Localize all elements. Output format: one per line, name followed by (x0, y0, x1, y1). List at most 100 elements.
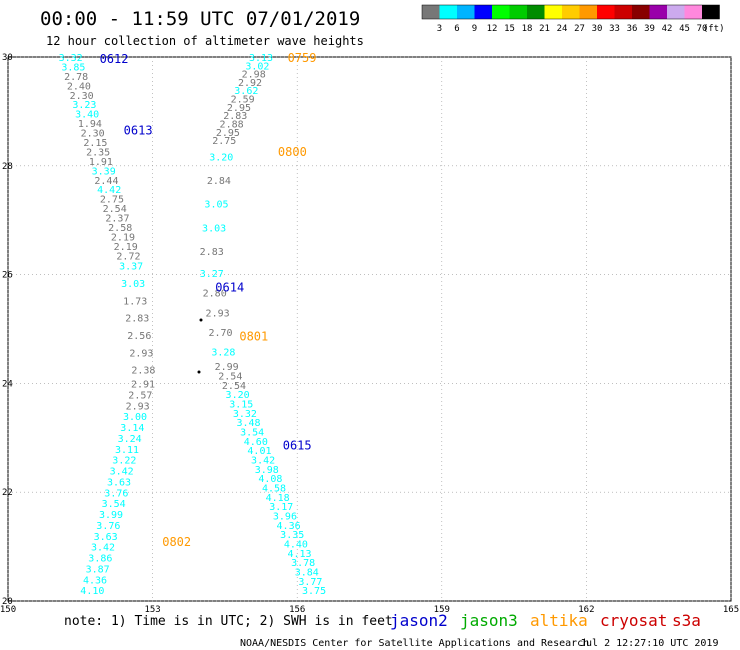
swh-value-label: 2.54 (222, 381, 246, 392)
generated-timestamp: Jul 2 12:27:10 UTC 2019 (580, 638, 718, 649)
legend-item-jason3: jason3 (460, 611, 518, 630)
swh-value-label: 3.84 (295, 567, 319, 578)
pass-time-label: 0759 (288, 51, 317, 65)
swh-value-label: 3.24 (118, 434, 142, 445)
swh-value-label: 2.56 (127, 331, 151, 342)
swh-value-label: 3.15 (229, 400, 253, 411)
color-swatch (439, 5, 457, 19)
color-scale-label: 21 (539, 24, 550, 34)
pass-labels: 0612 0613 0614 0615 0759 0800 0801 0802 (100, 51, 317, 549)
swh-value-label: 3.96 (273, 511, 297, 522)
chart-title: 00:00 - 11:59 UTC 07/01/2019 (40, 8, 360, 30)
y-tick-label: 24 (2, 379, 13, 389)
swh-value-label: 3.17 (269, 502, 293, 513)
swh-value-label: 2.88 (220, 119, 244, 130)
swh-value-label: 3.03 (202, 223, 226, 234)
swh-value-label: 3.87 (86, 564, 110, 575)
swh-value-label: 2.54 (218, 372, 242, 383)
marker-dot (199, 318, 203, 322)
swh-value-label: 4.58 (262, 483, 286, 494)
color-swatch (422, 5, 440, 19)
swh-value-label: 3.54 (102, 499, 126, 510)
swh-value-label: 2.72 (116, 251, 140, 262)
color-scale-label: 6 (454, 24, 459, 34)
swh-value-label: 3.35 (280, 530, 304, 541)
x-tick-label: 159 (434, 605, 450, 615)
grid-lines (7, 56, 732, 602)
swh-value-label: 3.03 (121, 279, 145, 290)
color-scale-label: 33 (609, 24, 620, 34)
swh-value-label: 3.37 (119, 262, 143, 273)
color-swatch (509, 5, 527, 19)
color-swatch (544, 5, 562, 19)
credit-text: NOAA/NESDIS Center for Satellite Applica… (240, 638, 589, 649)
swh-value-label: 3.62 (234, 86, 258, 97)
swh-value-label: 2.75 (212, 136, 236, 147)
chart-subtitle: 12 hour collection of altimeter wave hei… (46, 34, 364, 48)
swh-value-label: 3.42 (251, 456, 275, 467)
swh-value-label: 3.39 (92, 166, 116, 177)
swh-value-label: 2.78 (64, 72, 88, 83)
swh-values: 3.323.852.782.402.303.233.401.942.302.15… (59, 53, 327, 597)
swh-value-label: 1.91 (89, 157, 113, 168)
swh-value-label: 2.37 (105, 214, 129, 225)
color-scale-label: 45 (679, 24, 690, 34)
pass-time-label: 0613 (124, 123, 153, 137)
color-swatch (492, 5, 510, 19)
y-tick-label: 28 (2, 162, 13, 172)
y-tick-label: 26 (2, 271, 13, 281)
color-scale-label: 30 (592, 24, 603, 34)
swh-value-label: 3.27 (200, 269, 224, 280)
swh-value-label: 3.28 (211, 348, 235, 359)
marker-dot (197, 370, 201, 374)
swh-value-label: 4.01 (247, 446, 271, 457)
swh-value-label: 2.83 (200, 247, 224, 258)
swh-value-label: 2.38 (131, 366, 155, 377)
swh-value-label: 2.95 (216, 128, 240, 139)
pass-time-label: 0614 (215, 281, 244, 295)
color-swatch (527, 5, 545, 19)
swh-value-label: 2.58 (108, 223, 132, 234)
color-swatch (667, 5, 685, 19)
swh-value-label: 3.02 (245, 61, 269, 72)
x-tick-label: 162 (578, 605, 594, 615)
legend-item-jason2: jason2 (390, 611, 448, 630)
color-swatch (457, 5, 475, 19)
color-swatch (632, 5, 650, 19)
color-scale-unit: (ft) (703, 24, 725, 34)
pass-time-label: 0802 (162, 535, 191, 549)
swh-value-label: 2.93 (126, 401, 150, 412)
swh-value-label: 3.20 (209, 152, 233, 163)
swh-value-label: 3.86 (88, 554, 112, 565)
swh-value-label: 3.42 (110, 467, 134, 478)
swh-value-label: 3.22 (112, 456, 136, 467)
pass-time-label: 0800 (278, 145, 307, 159)
color-scale-label: 27 (574, 24, 585, 34)
swh-value-label: 2.80 (203, 289, 227, 300)
swh-value-label: 2.44 (94, 176, 118, 187)
swh-value-label: 3.63 (94, 532, 118, 543)
swh-value-label: 3.48 (236, 418, 260, 429)
swh-value-label: 2.93 (129, 348, 153, 359)
swh-value-label: 2.99 (215, 362, 239, 373)
swh-value-label: 2.19 (111, 232, 135, 243)
y-axis-ticks: 20 22 24 26 28 30 (2, 53, 13, 607)
color-scale-label: 12 (487, 24, 498, 34)
swh-value-label: 4.10 (80, 586, 104, 597)
swh-value-label: 2.40 (67, 81, 91, 92)
color-swatch (702, 5, 720, 19)
swh-value-label: 2.70 (208, 328, 232, 339)
color-scale-label: 36 (627, 24, 638, 34)
swh-value-label: 1.73 (123, 296, 147, 307)
swh-value-label: 2.91 (131, 380, 155, 391)
pass-time-label: 0612 (100, 52, 129, 66)
swh-value-label: 3.32 (59, 53, 83, 64)
swh-value-label: 3.98 (255, 465, 279, 476)
note-text: note: 1) Time is in UTC; 2) SWH is in fe… (64, 614, 393, 629)
swh-value-label: 3.23 (72, 100, 96, 111)
pass-time-label: 0801 (239, 330, 268, 344)
swh-value-label: 2.30 (70, 91, 94, 102)
color-swatch (597, 5, 615, 19)
